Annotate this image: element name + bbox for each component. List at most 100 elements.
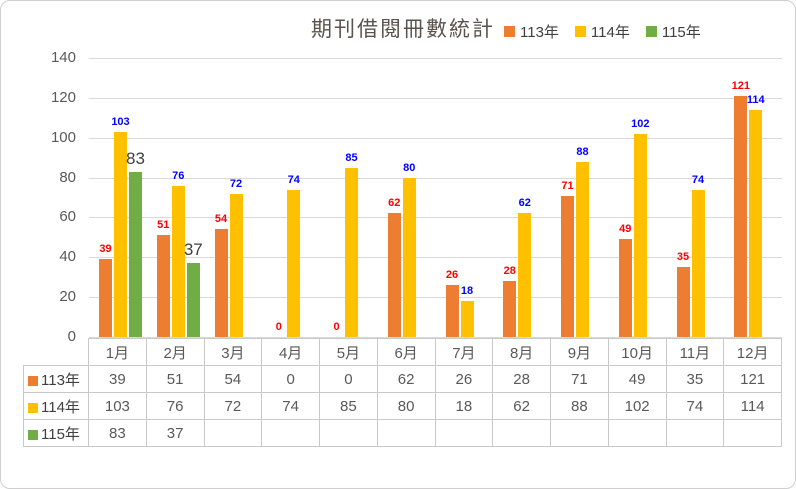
bar-113年-12月: [734, 95, 748, 337]
bar-value-label-113年-3月: 54: [214, 213, 228, 226]
bar-value-label-113年-9月: 71: [561, 179, 574, 192]
table-value-cell: 35: [665, 365, 725, 393]
bar-value-label-113年-11月: 35: [676, 251, 690, 264]
table-value-cell: 71: [550, 365, 609, 393]
y-tick-label: 60: [59, 208, 76, 225]
bar-113年-11月: [676, 267, 690, 338]
gridline: [89, 257, 782, 258]
gridline: [89, 337, 782, 338]
series-swatch-icon: [28, 429, 38, 440]
bar-value-label-114年-7月: 18: [460, 285, 474, 298]
bar-value-label-114年-6月: 80: [403, 161, 416, 174]
legend-swatch-icon: [645, 26, 657, 37]
table-value-cell: 0: [319, 365, 378, 393]
series-swatch-icon: [28, 402, 38, 413]
bar-114年-11月: [691, 189, 705, 337]
gridline: [89, 138, 782, 139]
legend-swatch-icon: [574, 26, 586, 37]
bar-value-label-113年-4月: 0: [275, 321, 282, 333]
month-header-cell: 4月: [261, 338, 320, 366]
bar-value-label-113年-12月: 121: [731, 79, 750, 92]
table-value-cell: [203, 419, 263, 447]
bar-value-label-114年-9月: 88: [576, 145, 589, 158]
bar-113年-6月: [387, 213, 401, 337]
table-row-114年: 114年 103 76 72 74 85 80 18 62 88 102 74 114: [23, 392, 782, 420]
bar-113年-9月: [561, 195, 574, 337]
bar-value-label-115年-1月: 83: [126, 148, 145, 168]
bar-114年-4月: [287, 189, 301, 337]
bar-113年-3月: [214, 229, 228, 337]
bar-114年-6月: [402, 177, 416, 337]
legend-item-113年: 113年: [504, 21, 559, 42]
gridline: [89, 58, 782, 59]
bar-114年-5月: [345, 167, 358, 337]
legend-label: 113年: [520, 24, 559, 41]
table-value-cell: [665, 419, 725, 447]
bar-114年-1月: [114, 131, 127, 337]
y-tick-label: 80: [59, 169, 76, 186]
month-header-cell: 1月: [88, 338, 147, 366]
table-value-cell: 62: [492, 392, 551, 420]
bar-value-label-114年-3月: 72: [229, 177, 243, 190]
bar-value-label-114年-11月: 74: [691, 173, 705, 186]
bar-113年-7月: [445, 285, 459, 337]
table-value-cell: 114: [723, 392, 782, 420]
bar-value-label-113年-1月: 39: [99, 243, 112, 256]
table-value-cell: [376, 419, 436, 447]
bar-114年-2月: [171, 185, 185, 337]
table-value-cell: 0: [261, 365, 320, 393]
table-row-113年: 113年 39 51 54 0 0 62 26 28 71 49 35 121: [23, 365, 782, 393]
gridline: [89, 178, 782, 179]
table-value-cell: [492, 419, 551, 447]
bar-value-label-115年-2月: 37: [183, 240, 203, 260]
month-header-cell: 12月: [723, 338, 782, 366]
legend: 113年 114年 115年: [504, 21, 701, 42]
chart-title: 期刊借閱冊數統計: [311, 17, 495, 41]
bar-value-label-113年-5月: 0: [333, 321, 340, 333]
gridline: [89, 217, 782, 218]
legend-item-115年: 115年: [645, 21, 701, 42]
y-tick-label: 20: [59, 288, 76, 305]
legend-swatch-icon: [504, 26, 515, 37]
table-value-cell: 62: [376, 365, 436, 393]
bar-value-label-114年-10月: 102: [631, 117, 650, 130]
y-tick-label: 140: [50, 49, 76, 66]
table-value-cell: 37: [145, 419, 205, 447]
gridline: [89, 98, 782, 99]
bar-113年-1月: [99, 259, 112, 337]
bar-113年-10月: [618, 239, 632, 337]
month-header-cell: 8月: [492, 338, 551, 366]
bar-115年-2月: [186, 263, 200, 337]
y-tick-label: 40: [59, 248, 76, 265]
bar-114年-12月: [749, 109, 763, 337]
table-value-cell: 72: [203, 392, 263, 420]
bar-value-label-113年-6月: 62: [388, 197, 401, 210]
table-value-cell: 49: [607, 365, 667, 393]
table-value-cell: [319, 419, 378, 447]
bar-114年-9月: [576, 161, 589, 337]
bar-value-label-114年-12月: 114: [746, 93, 765, 106]
y-tick-label: 120: [50, 89, 76, 106]
table-key-cell-113年: 113年: [23, 365, 89, 393]
month-header-cell: 7月: [434, 338, 494, 366]
table-value-cell: 18: [434, 392, 494, 420]
bar-114年-8月: [518, 213, 532, 337]
table-value-cell: 83: [88, 419, 147, 447]
table-value-cell: 80: [376, 392, 436, 420]
table-value-cell: [261, 419, 320, 447]
table-row-months: 1月 2月 3月 4月 5月 6月 7月 8月 9月 10月 11月 12月: [24, 338, 782, 366]
month-header-cell: 3月: [203, 338, 263, 366]
table-value-cell: 51: [145, 365, 205, 393]
table-key-cell-115年: 115年: [23, 419, 89, 447]
table-value-cell: 54: [203, 365, 263, 393]
month-header-cell: 2月: [145, 338, 205, 366]
table-value-cell: [550, 419, 609, 447]
bar-value-label-114年-1月: 103: [111, 115, 130, 128]
month-header-cell: 9月: [550, 338, 609, 366]
month-header-cell: 10月: [607, 338, 667, 366]
bar-value-label-113年-2月: 51: [157, 219, 170, 232]
bar-value-label-114年-8月: 62: [518, 197, 531, 210]
bar-114年-10月: [633, 133, 647, 337]
table-value-cell: 85: [319, 392, 378, 420]
